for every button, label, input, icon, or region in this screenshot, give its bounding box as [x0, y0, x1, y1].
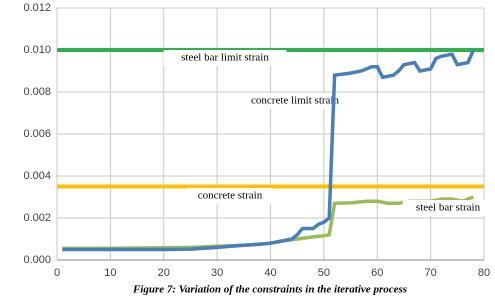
- series-label: steel bar strain: [416, 202, 481, 214]
- x-tick-label: 10: [104, 267, 116, 279]
- y-tick-label: 0.008: [23, 86, 51, 98]
- y-tick-label: 0.000: [23, 254, 51, 266]
- x-tick-label: 70: [425, 267, 437, 279]
- data-line: [62, 49, 475, 252]
- series-label: concrete limit strain: [251, 95, 339, 107]
- x-tick-label: 30: [211, 267, 223, 279]
- x-tick-label: 60: [371, 267, 383, 279]
- x-tick-label: 80: [478, 267, 490, 279]
- label-background: [402, 200, 494, 216]
- x-tick-label: 20: [158, 267, 170, 279]
- y-tick-label: 0.006: [23, 128, 51, 140]
- label-background: [187, 188, 273, 204]
- series-label: concrete strain: [198, 190, 263, 202]
- caption: Figure 7: Variation of the constraints i…: [132, 284, 407, 296]
- x-tick-label: 50: [318, 267, 330, 279]
- y-tick-label: 0.012: [23, 2, 51, 14]
- series-label: steel bar limit strain: [181, 52, 269, 64]
- label-background: [236, 93, 354, 109]
- y-tick-label: 0.004: [23, 170, 51, 182]
- x-tick-label: 40: [264, 267, 276, 279]
- y-tick-label: 0.002: [23, 212, 51, 224]
- y-tick-label: 0.010: [23, 44, 51, 56]
- label-background: [163, 50, 287, 66]
- x-tick-label: 0: [54, 267, 60, 279]
